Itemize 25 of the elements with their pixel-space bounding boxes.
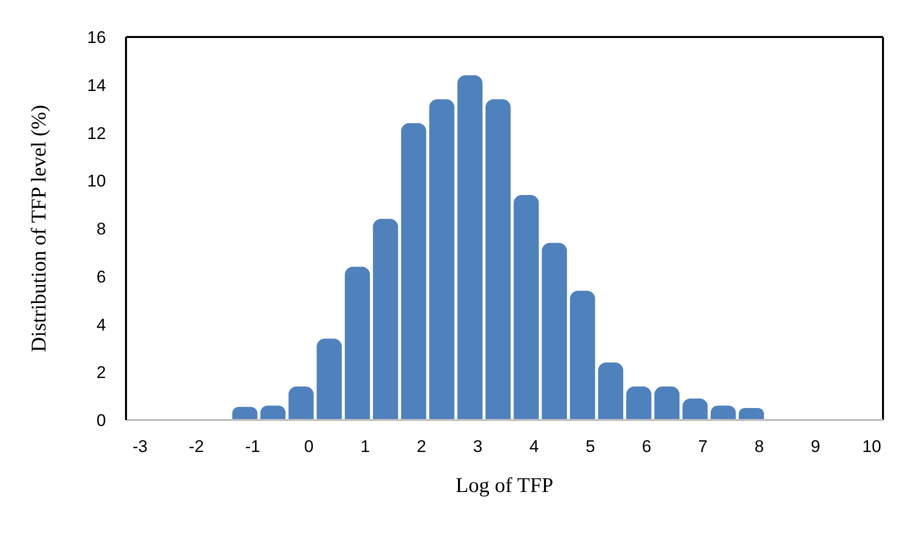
x-tick-label: 3 [473,437,482,456]
x-tick-label: -2 [188,437,204,456]
x-tick-label: 7 [698,437,708,456]
y-tick-label: 10 [87,172,106,191]
x-axis-title: Log of TFP [456,473,554,497]
x-tick-label: 0 [304,437,314,456]
y-tick-label: 2 [96,363,106,382]
y-tick-label: 14 [87,76,106,95]
x-tick-label: 2 [416,437,426,456]
x-tick-label: -3 [132,437,148,456]
x-tick-label: 5 [586,437,596,456]
x-tick-label: 1 [360,437,370,456]
x-tick-label: -1 [245,437,260,456]
y-tick-label: 4 [96,315,106,334]
y-tick-label: 8 [96,220,106,239]
x-tick-label: 8 [754,437,764,456]
y-tick-label: 12 [87,124,106,143]
x-tick-label: 10 [862,437,882,456]
y-axis-title: Distribution of TFP level (%) [26,104,50,352]
x-tick-label: 4 [529,437,539,456]
x-tick-label: 9 [810,437,820,456]
y-tick-label: 6 [96,267,106,286]
y-tick-label: 0 [96,411,106,430]
x-tick-label: 6 [642,437,652,456]
y-tick-label: 16 [87,28,106,48]
